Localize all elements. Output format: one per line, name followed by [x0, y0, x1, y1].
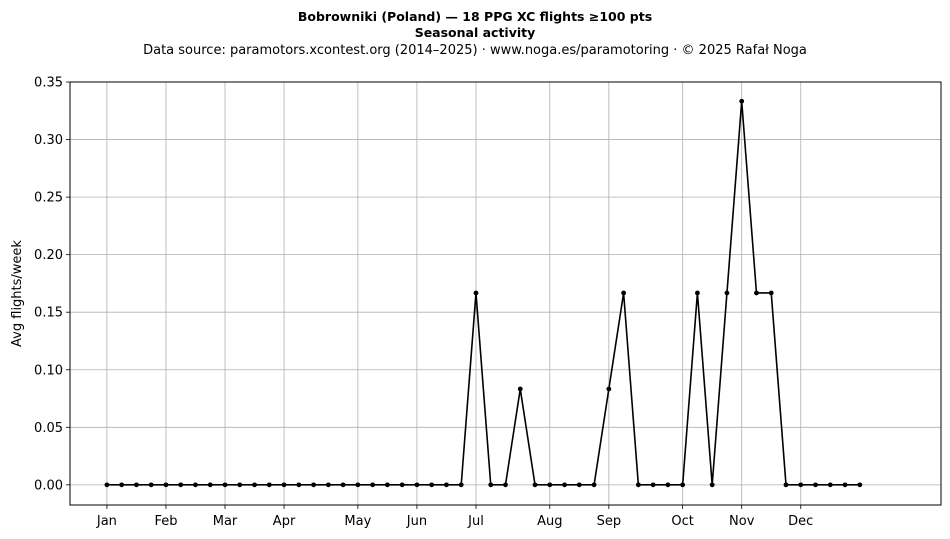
data-point	[591, 482, 597, 488]
data-point	[193, 482, 198, 488]
plot-frame	[69, 81, 942, 506]
data-point	[650, 482, 656, 488]
chart-title: Bobrowniki (Poland) — 18 PPG XC flights …	[297, 9, 653, 24]
data-point	[237, 482, 243, 488]
series-line	[106, 100, 860, 486]
data-point	[680, 482, 686, 488]
y-tick-label: 0.25	[34, 191, 63, 206]
plot-area	[70, 82, 941, 505]
x-tick-label: Jul	[467, 514, 484, 529]
y-tick-label: 0.35	[34, 76, 63, 91]
chart-subtitle: Seasonal activity	[414, 25, 536, 40]
x-tick-label: Apr	[273, 514, 296, 529]
data-point	[355, 482, 361, 488]
data-point	[266, 482, 272, 488]
data-point	[606, 386, 612, 392]
data-point	[399, 482, 405, 488]
data-point	[503, 482, 508, 488]
data-point	[429, 482, 435, 488]
data-point	[562, 482, 567, 488]
data-point	[444, 482, 449, 488]
data-point	[709, 482, 715, 488]
data-point	[768, 290, 774, 296]
data-point	[148, 482, 154, 488]
data-point	[813, 482, 818, 488]
data-point	[222, 482, 228, 488]
data-point	[252, 482, 257, 488]
data-point	[178, 482, 184, 488]
data-point	[458, 482, 464, 488]
x-tick-label: Mar	[213, 514, 238, 529]
data-point	[134, 482, 139, 488]
x-tick-label: Aug	[537, 514, 562, 529]
data-point	[384, 482, 390, 488]
x-tick-label: Feb	[154, 514, 177, 529]
data-point	[281, 482, 287, 488]
data-point	[311, 482, 316, 488]
data-point	[517, 386, 523, 392]
data-point	[621, 290, 627, 296]
data-point	[724, 290, 730, 296]
data-point	[340, 482, 346, 488]
data-point	[576, 482, 582, 488]
y-tick-label: 0.20	[34, 248, 63, 263]
data-point	[163, 482, 169, 488]
y-tick-label: 0.30	[34, 133, 63, 148]
data-point	[783, 482, 789, 488]
data-point	[532, 482, 538, 488]
x-tick-label: Sep	[597, 514, 622, 529]
data-point	[104, 482, 110, 488]
data-point	[473, 290, 479, 296]
x-tick-label: Nov	[729, 514, 755, 529]
x-tick-label: Jan	[96, 514, 117, 529]
data-point	[370, 482, 376, 488]
data-point	[857, 482, 863, 488]
data-point	[754, 290, 759, 296]
y-tick-label: 0.10	[34, 363, 63, 378]
data-point	[827, 482, 833, 488]
data-point	[665, 482, 671, 488]
data-point	[488, 482, 494, 488]
y-axis-label: Avg flights/week	[10, 240, 25, 347]
data-point	[739, 98, 745, 104]
x-tick-label: Oct	[671, 514, 693, 529]
x-tick-label: May	[344, 514, 371, 529]
data-point	[296, 482, 302, 488]
data-point	[635, 482, 641, 488]
y-tick-label: 0.15	[34, 306, 63, 321]
data-point	[547, 482, 553, 488]
data-source-note: Data source: paramotors.xcontest.org (20…	[143, 43, 807, 58]
data-point	[207, 482, 213, 488]
y-tick-label: 0.00	[34, 478, 63, 493]
x-tick-label: Jun	[406, 514, 427, 529]
y-tick-label: 0.05	[34, 421, 63, 436]
data-point	[842, 482, 848, 488]
data-point	[119, 482, 125, 488]
data-point	[798, 482, 804, 488]
data-point	[414, 482, 420, 488]
data-point	[325, 482, 331, 488]
data-point	[695, 290, 700, 296]
x-tick-label: Dec	[788, 514, 813, 529]
